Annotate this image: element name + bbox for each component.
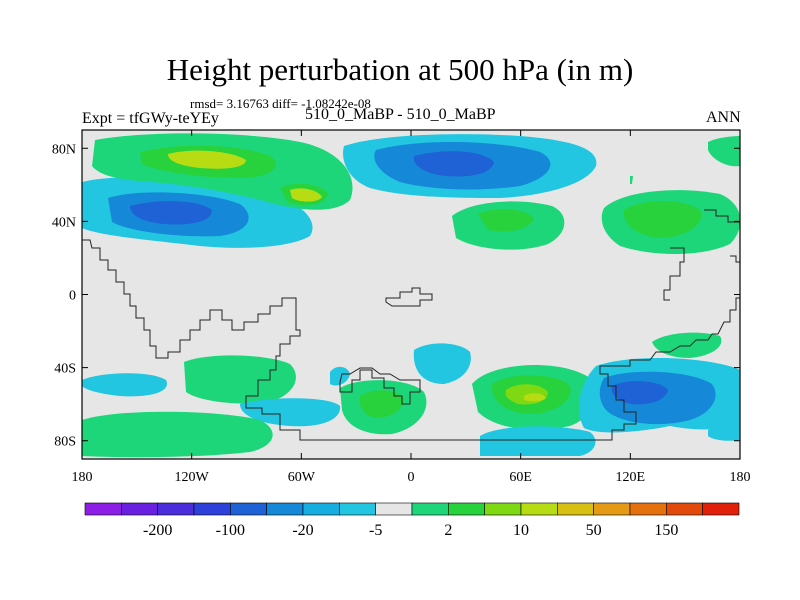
x-tick-label: 0 — [408, 470, 415, 485]
stats-text: rmsd= 3.16763 diff= -1.08242e-08 — [190, 96, 371, 111]
coastline-south-america — [82, 239, 740, 441]
subtitle-left: Expt = tfGWy-teYEy — [82, 110, 219, 127]
colorbar-box — [448, 502, 485, 516]
coastline-asia — [663, 247, 685, 301]
colorbar-box — [666, 502, 703, 516]
contour-region — [82, 373, 167, 397]
subtitle-right: ANN — [706, 109, 741, 126]
contour-region — [413, 151, 494, 177]
colorbar-label: -20 — [292, 522, 313, 539]
colorbar-box — [266, 502, 304, 516]
coastline-north — [704, 209, 740, 223]
coastline-east — [730, 255, 740, 263]
subtitle-center: 510_0_MaBP - 510_0_MaBP — [305, 106, 496, 123]
colorbar-box — [157, 502, 195, 516]
contour-region — [130, 201, 212, 225]
y-tick-label: 40N — [52, 215, 76, 230]
x-tick-label: 60W — [288, 470, 316, 485]
x-tick-label: 120E — [616, 470, 646, 485]
x-tick-label: 180 — [72, 470, 93, 485]
colorbar-box — [520, 502, 558, 516]
colorbar-label: -100 — [216, 522, 245, 539]
contour-fields — [82, 133, 740, 458]
colorbar-box — [339, 502, 376, 516]
contour-region — [413, 343, 471, 384]
x-tick-label: 60E — [509, 470, 532, 485]
y-tick-label: 80N — [52, 142, 76, 157]
coastline-island — [385, 287, 433, 307]
contour-region — [168, 150, 246, 169]
y-tick-label: 80S — [54, 435, 76, 450]
contour-region — [290, 188, 322, 202]
x-tick-label: 120W — [175, 470, 210, 485]
contour-region — [359, 390, 404, 418]
colorbar-box — [557, 502, 594, 516]
colorbar-box — [593, 502, 631, 516]
colorbar-label: -5 — [369, 522, 382, 539]
colorbar-box — [230, 502, 267, 516]
colorbar-label: -200 — [143, 522, 172, 539]
colorbar-label: 50 — [586, 522, 602, 539]
chart-title: Height perturbation at 500 hPa (in m) — [166, 52, 634, 87]
colorbar-box — [702, 502, 740, 516]
colorbar-box — [484, 502, 522, 516]
colorbar-box — [629, 502, 667, 516]
coastline-africa-europe — [339, 367, 421, 405]
contour-region — [623, 201, 702, 238]
contour-region — [240, 398, 341, 427]
contour-region — [524, 393, 546, 402]
y-tick-label: 0 — [69, 289, 76, 304]
colorbar-box — [84, 502, 122, 516]
colorbar-box — [411, 502, 449, 516]
contour-region — [611, 381, 668, 405]
colorbar-label: 150 — [654, 522, 678, 539]
x-tick-label: 180 — [730, 470, 751, 485]
contour-region — [708, 424, 740, 441]
contour-region — [708, 136, 740, 167]
axes: 180 120W 60W 0 60E 120E 180 80N 40N 0 40S 80S — [52, 130, 751, 485]
colorbar-box — [302, 502, 340, 516]
contour-region — [478, 209, 534, 232]
coastlines — [82, 209, 740, 441]
y-tick-label: 40S — [54, 362, 76, 377]
colorbar-box — [121, 502, 158, 516]
contour-region — [184, 355, 296, 404]
colorbar-label: 10 — [513, 522, 529, 539]
colorbar: -200 -100 -20 -5 2 10 50 150 — [84, 502, 740, 539]
colorbar-box — [193, 502, 231, 516]
colorbar-box — [375, 502, 413, 516]
contour-region — [630, 176, 633, 184]
contour-region — [330, 366, 350, 386]
contour-region — [82, 411, 273, 458]
colorbar-label: 2 — [444, 522, 452, 539]
contour-region — [480, 426, 596, 456]
